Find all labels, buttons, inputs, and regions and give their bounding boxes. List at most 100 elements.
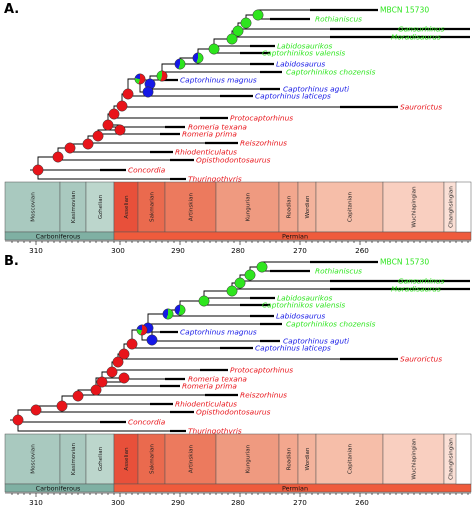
tick-label: 300	[111, 246, 125, 255]
ancestral-state-node	[226, 285, 238, 297]
ancestral-state-node	[114, 124, 126, 136]
tip-branch	[121, 106, 340, 108]
ancestral-state-node	[106, 366, 118, 378]
tip-branch	[113, 114, 200, 119]
stage-label: Artinskian	[189, 445, 195, 474]
node-pie-slice	[136, 329, 142, 335]
stage-label: Kasimovian	[71, 442, 77, 475]
tick-label: 280	[231, 498, 245, 506]
node-pie-slice	[174, 304, 180, 315]
tick-label: 300	[111, 498, 125, 506]
ancestral-state-node	[116, 100, 128, 112]
ancestral-state-node	[72, 390, 84, 402]
node-marker	[252, 9, 264, 21]
node-marker	[92, 130, 104, 142]
stage-box	[85, 181, 115, 233]
taxon-label: Concordia	[128, 418, 166, 427]
ancestral-state-node	[234, 277, 246, 289]
stage-box	[59, 181, 87, 233]
stage-box	[315, 181, 384, 233]
taxon-label: Reiszorhinus	[240, 139, 287, 148]
stage-box	[4, 181, 61, 233]
ancestral-state-node	[118, 372, 130, 384]
node-pie-slice	[134, 78, 140, 84]
taxon-label: Saurorictus	[400, 103, 442, 112]
ancestral-state-node	[12, 414, 24, 426]
tick-label: 310	[29, 498, 43, 506]
tick-label: 270	[293, 498, 307, 506]
node-marker	[116, 100, 128, 112]
taxon-label: Opisthodontosaurus	[196, 156, 271, 165]
tick-label: 280	[231, 246, 245, 255]
node-pie-slice	[178, 58, 186, 70]
node-marker-outline	[156, 70, 168, 82]
ancestral-state-node	[156, 70, 168, 82]
node-marker	[108, 108, 120, 120]
node-marker	[240, 17, 252, 29]
stage-box	[455, 181, 472, 233]
taxon-label: Thuringothyris	[188, 175, 242, 184]
tip-branch	[257, 9, 310, 15]
taxon-label: Romeria texana	[188, 123, 247, 132]
tip-branch	[35, 410, 170, 413]
node-marker	[52, 151, 64, 163]
time-axis	[5, 240, 471, 245]
ancestral-state-node	[90, 384, 102, 396]
node-marker	[142, 86, 154, 98]
stage-box	[137, 181, 166, 233]
ancestral-state-node	[30, 404, 42, 416]
taxon-label: Labidosaurus	[276, 312, 325, 321]
taxon-label: Thuringothyris	[188, 427, 242, 436]
ancestral-state-node	[108, 108, 120, 120]
node-pie-slice	[140, 324, 148, 336]
tip-branch	[57, 157, 170, 161]
node-marker-outline	[136, 324, 148, 336]
panel-label: A.	[4, 2, 19, 17]
stage-label: Capitanian	[348, 443, 354, 474]
stage-label: Gzhelian	[98, 446, 104, 471]
stage-label: Wordian	[305, 447, 311, 470]
ancestral-state-node	[136, 324, 148, 336]
node-marker	[102, 119, 114, 131]
ancestral-state-node	[232, 25, 244, 37]
stage-box	[315, 433, 384, 485]
ancestral-state-node	[162, 308, 174, 320]
stage-label: Roadian	[287, 195, 293, 218]
ancestral-state-node	[102, 119, 114, 131]
taxon-label: Captorhinikos valensis	[262, 49, 345, 58]
node-marker	[232, 25, 244, 37]
taxon-label: Rhiodenticulatus	[175, 148, 237, 157]
node-marker	[12, 414, 24, 426]
node-marker	[256, 261, 268, 273]
taxon-label: Gansurhinus	[398, 277, 445, 286]
stage-label: Kungurian	[246, 192, 252, 221]
period-box	[113, 483, 472, 493]
stage-box	[4, 433, 61, 485]
stage-box	[113, 181, 139, 233]
tip-branch	[131, 344, 220, 349]
tick-label: 310	[29, 246, 43, 255]
stage-box	[164, 433, 217, 485]
stage-label: Roadian	[287, 447, 293, 470]
taxon-label: Gansurhinus	[398, 25, 445, 34]
node-pie-slice	[156, 70, 162, 81]
ancestral-state-node	[96, 376, 108, 388]
taxon-label: Captorhinikos valensis	[262, 301, 345, 310]
node-marker	[96, 376, 108, 388]
stage-box	[215, 433, 280, 485]
time-axis	[5, 492, 471, 497]
tip-branch	[97, 133, 160, 136]
node-pie-slice	[162, 308, 168, 319]
taxon-label: Captorhinikos chozensis	[286, 68, 376, 77]
stage-label: Sakmarian	[150, 192, 156, 222]
panel-b: B. MBCN 15730 Rothianiscus GansurhinusMorad…	[4, 254, 472, 506]
node-pie-slice	[192, 52, 198, 63]
tick-label: 290	[171, 246, 185, 255]
geologic-timescale: Moscovian Kasimovian Gzhelian Asselian Sakma…	[4, 433, 472, 493]
ancestral-state-node	[126, 338, 138, 350]
ancestral-state-node	[112, 356, 124, 368]
taxon-label: Captorhinus laticeps	[255, 344, 331, 353]
node-marker	[118, 372, 130, 384]
taxon-label: Protocaptorhinus	[230, 114, 293, 123]
node-marker	[244, 269, 256, 281]
